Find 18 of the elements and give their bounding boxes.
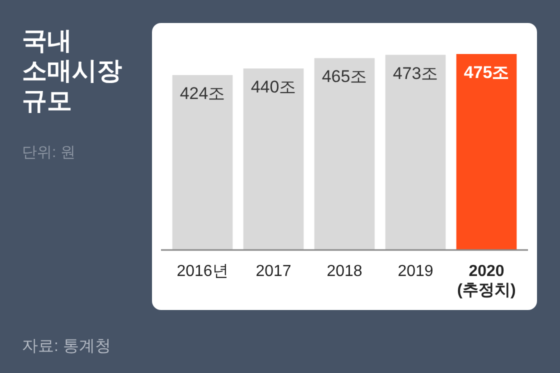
data-label: 440조: [250, 77, 296, 96]
data-label: 424조: [180, 84, 226, 104]
x-tick-label: 2020 (추정치): [457, 263, 516, 299]
data-label: 473조: [392, 64, 438, 83]
bar: [385, 54, 446, 250]
data-label: 465조: [322, 67, 368, 86]
text: 자료: 통계청: [22, 337, 111, 357]
bar: [314, 58, 375, 250]
x-tick-label: 2019: [398, 263, 434, 280]
chart-title: 국내 소매시장 규모: [22, 26, 123, 116]
bar: [172, 75, 233, 250]
bar: [243, 68, 304, 250]
x-tick-label: 2016년: [176, 263, 228, 280]
x-tick-label: 2017: [256, 263, 292, 280]
data-label: 475조: [464, 63, 510, 82]
x-tick-label: 2018: [326, 263, 362, 280]
text: 단위: 원: [22, 143, 76, 162]
bar: [456, 54, 517, 250]
